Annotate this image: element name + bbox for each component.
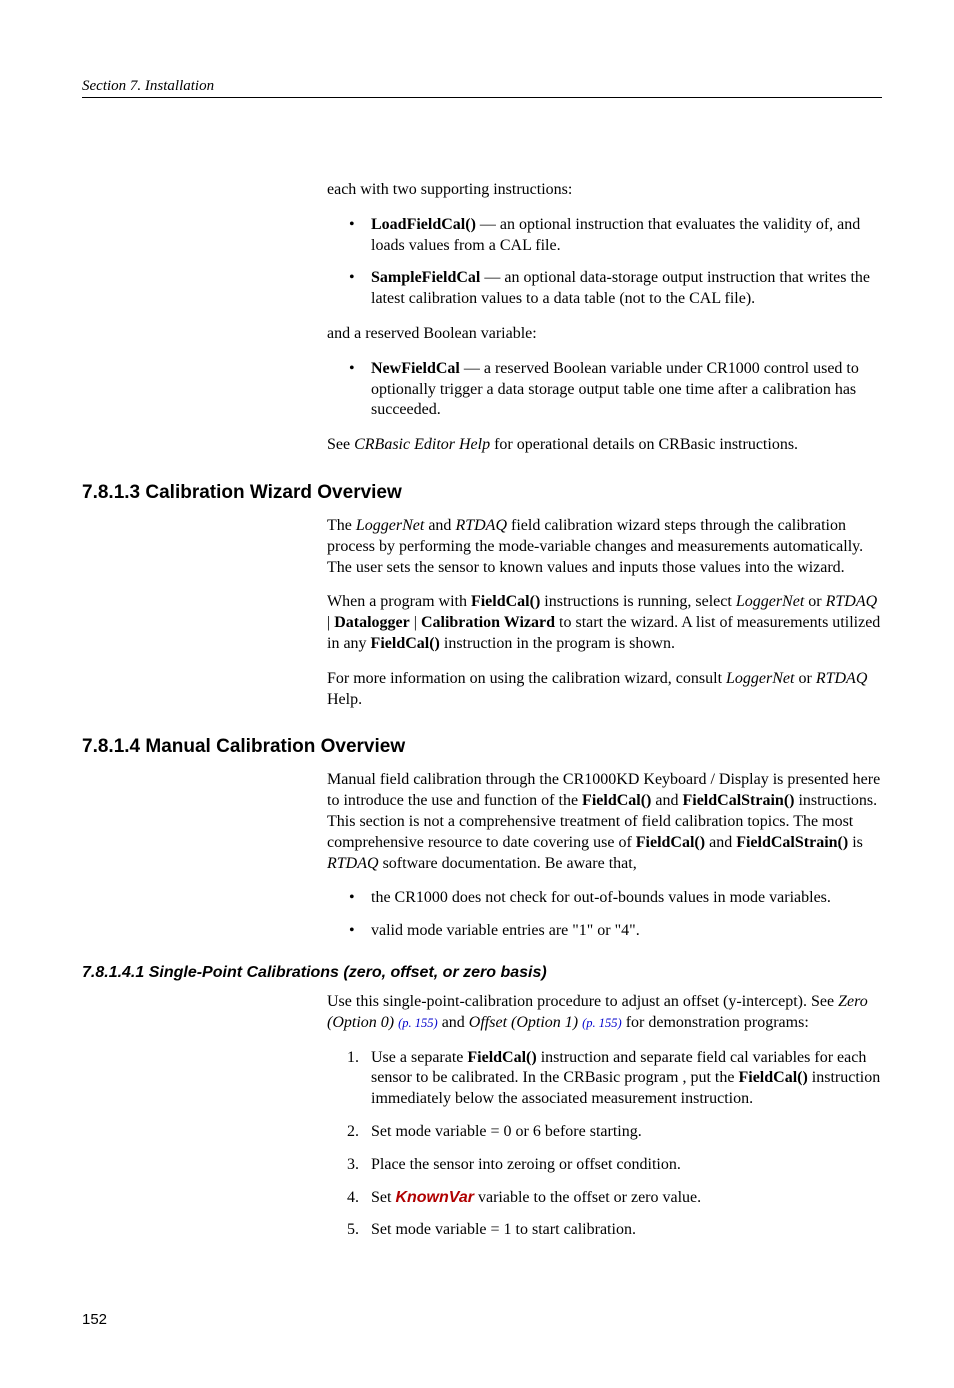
bullet-item: SampleFieldCal — an optional data-storag… (327, 268, 882, 310)
see-note: See CRBasic Editor Help for operational … (327, 435, 882, 456)
list-item: Place the sensor into zeroing or offset … (327, 1155, 882, 1176)
paragraph: The LoggerNet and RTDAQ field calibratio… (327, 516, 882, 578)
bullet-list-2: NewFieldCal — a reserved Boolean variabl… (327, 359, 882, 421)
numbered-list: Use a separate FieldCal() instruction an… (327, 1048, 882, 1242)
keyword-knownvar: KnownVar (395, 1189, 474, 1206)
bullet-item: valid mode variable entries are "1" or "… (327, 921, 882, 942)
list-item: Set KnownVar variable to the offset or z… (327, 1188, 882, 1209)
paragraph: For more information on using the calibr… (327, 669, 882, 711)
paragraph: Use this single-point-calibration proced… (327, 992, 882, 1034)
paragraph: Manual field calibration through the CR1… (327, 770, 882, 874)
page-ref-link[interactable]: (p. 155) (398, 1016, 438, 1030)
bullet-item: NewFieldCal — a reserved Boolean variabl… (327, 359, 882, 421)
intro-text: each with two supporting instructions: (327, 180, 882, 201)
bullet-list-1: LoadFieldCal() — an optional instruction… (327, 215, 882, 310)
paragraph: When a program with FieldCal() instructi… (327, 592, 882, 654)
list-item: Set mode variable = 0 or 6 before starti… (327, 1122, 882, 1143)
list-item: Set mode variable = 1 to start calibrati… (327, 1220, 882, 1241)
bullet-item: the CR1000 does not check for out-of-bou… (327, 888, 882, 909)
heading-7-8-1-4: 7.8.1.4 Manual Calibration Overview (82, 736, 882, 758)
bullet-list-3: the CR1000 does not check for out-of-bou… (327, 888, 882, 942)
term: SampleFieldCal (371, 269, 480, 286)
term: LoadFieldCal() (371, 216, 476, 233)
heading-7-8-1-3: 7.8.1.3 Calibration Wizard Overview (82, 482, 882, 504)
term: NewFieldCal (371, 360, 460, 377)
list-item: Use a separate FieldCal() instruction an… (327, 1048, 882, 1110)
page-header: Section 7. Installation (82, 78, 882, 98)
reserved-intro: and a reserved Boolean variable: (327, 324, 882, 345)
page-ref-link[interactable]: (p. 155) (582, 1016, 622, 1030)
page-number: 152 (82, 1311, 882, 1328)
heading-7-8-1-4-1: 7.8.1.4.1 Single-Point Calibrations (zer… (82, 964, 882, 982)
bullet-item: LoadFieldCal() — an optional instruction… (327, 215, 882, 257)
